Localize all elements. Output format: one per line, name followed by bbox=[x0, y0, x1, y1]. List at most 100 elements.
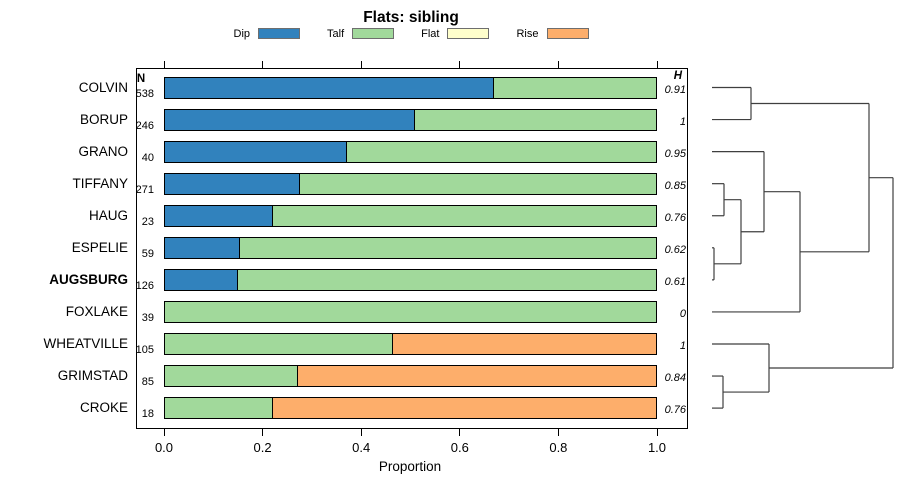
x-axis-label: Proportion bbox=[378, 459, 442, 474]
n-value: 538 bbox=[135, 87, 154, 100]
row-label: CROKE bbox=[79, 400, 128, 416]
legend: Dip Talf Flat Rise bbox=[0, 26, 822, 41]
n-value: 59 bbox=[141, 247, 154, 260]
bar bbox=[164, 108, 657, 131]
bar-segment-rise bbox=[297, 366, 656, 387]
legend-item-talf: Talf bbox=[327, 27, 395, 40]
x-tick-label: 0.6 bbox=[450, 440, 469, 455]
chart-title: Flats: sibling bbox=[363, 9, 459, 26]
bar-segment-dip bbox=[165, 269, 239, 290]
row-label: COLVIN bbox=[78, 79, 128, 95]
h-value: 1 bbox=[679, 115, 686, 128]
legend-label: Rise bbox=[516, 27, 539, 40]
legend-item-flat: Flat bbox=[421, 27, 490, 40]
col-header-n: N bbox=[136, 73, 146, 85]
legend-swatch-flat bbox=[447, 28, 490, 39]
x-tick-top bbox=[557, 61, 559, 68]
bar-segment-dip bbox=[165, 141, 347, 162]
bar-segment-dip bbox=[165, 173, 301, 194]
bar bbox=[164, 332, 657, 355]
bar-segment-talf bbox=[165, 301, 656, 322]
n-value: 271 bbox=[135, 183, 154, 196]
n-value: 23 bbox=[141, 215, 154, 228]
n-value: 105 bbox=[135, 343, 154, 356]
bar-segment-talf bbox=[415, 109, 656, 130]
legend-swatch-talf bbox=[352, 28, 395, 39]
n-value: 126 bbox=[135, 279, 154, 292]
legend-item-rise: Rise bbox=[516, 27, 589, 40]
h-value: 0.85 bbox=[664, 179, 686, 192]
row-label: ESPELIE bbox=[71, 239, 128, 255]
legend-swatch-rise bbox=[546, 28, 589, 39]
bar-segment-talf bbox=[493, 77, 656, 98]
bar bbox=[164, 76, 657, 99]
x-tick-top bbox=[656, 61, 658, 68]
bar-segment-dip bbox=[165, 205, 274, 226]
x-tick-label: 0.0 bbox=[154, 440, 174, 455]
n-value: 85 bbox=[141, 376, 154, 389]
bar-segment-talf bbox=[239, 237, 656, 258]
x-tick-bottom bbox=[163, 429, 165, 436]
bar-segment-talf bbox=[165, 333, 394, 354]
n-value: 18 bbox=[141, 408, 154, 421]
bar-segment-talf bbox=[300, 173, 656, 194]
legend-label: Dip bbox=[233, 27, 251, 40]
bar-segment-talf bbox=[238, 269, 656, 290]
dendrogram bbox=[712, 86, 894, 409]
h-value: 0.62 bbox=[664, 243, 686, 256]
x-tick-label: 0.4 bbox=[352, 440, 371, 455]
x-tick-top bbox=[163, 61, 165, 68]
bar bbox=[164, 172, 657, 195]
x-tick-bottom bbox=[262, 429, 264, 436]
bar-segment-dip bbox=[165, 109, 416, 130]
bar-segment-talf bbox=[346, 141, 656, 162]
h-value: 0.61 bbox=[664, 275, 686, 288]
bar bbox=[164, 365, 657, 388]
h-value: 0.84 bbox=[664, 372, 686, 385]
row-label: TIFFANY bbox=[72, 175, 128, 191]
row-label: GRANO bbox=[78, 143, 128, 159]
h-value: 0.91 bbox=[664, 83, 686, 96]
bar-segment-talf bbox=[165, 398, 274, 419]
x-tick-bottom bbox=[459, 429, 461, 436]
bar-segment-rise bbox=[273, 398, 656, 419]
legend-label: Flat bbox=[421, 27, 440, 40]
row-label: FOXLAKE bbox=[65, 303, 128, 319]
x-tick-label: 1.0 bbox=[647, 440, 667, 455]
n-value: 246 bbox=[135, 119, 154, 132]
col-header-h: H bbox=[673, 70, 682, 82]
row-label: GRIMSTAD bbox=[57, 368, 128, 384]
row-label: WHEATVILLE bbox=[43, 335, 128, 351]
h-value: 1 bbox=[679, 339, 686, 352]
x-tick-top bbox=[360, 61, 362, 68]
legend-label: Talf bbox=[327, 27, 345, 40]
bar bbox=[164, 204, 657, 227]
plot-box bbox=[136, 68, 688, 429]
bar bbox=[164, 140, 657, 163]
row-label: AUGSBURG bbox=[49, 271, 128, 287]
bar bbox=[164, 236, 657, 259]
x-tick-bottom bbox=[360, 429, 362, 436]
n-value: 39 bbox=[141, 311, 154, 324]
x-tick-top bbox=[459, 61, 461, 68]
bar-segment-talf bbox=[273, 205, 656, 226]
bar bbox=[164, 268, 657, 291]
bar bbox=[164, 300, 657, 323]
x-tick-bottom bbox=[656, 429, 658, 436]
x-tick-label: 0.2 bbox=[253, 440, 272, 455]
x-tick-label: 0.8 bbox=[549, 440, 568, 455]
row-label: BORUP bbox=[79, 111, 128, 127]
bar-segment-talf bbox=[165, 366, 298, 387]
row-label: HAUG bbox=[88, 207, 128, 223]
bar-segment-rise bbox=[393, 333, 656, 354]
bar-segment-dip bbox=[165, 77, 494, 98]
n-value: 40 bbox=[141, 151, 154, 164]
x-tick-bottom bbox=[557, 429, 559, 436]
legend-swatch-dip bbox=[258, 28, 301, 39]
bar-segment-dip bbox=[165, 237, 240, 258]
h-value: 0 bbox=[679, 307, 686, 320]
h-value: 0.95 bbox=[664, 147, 686, 160]
bar bbox=[164, 397, 657, 420]
h-value: 0.76 bbox=[664, 211, 686, 224]
